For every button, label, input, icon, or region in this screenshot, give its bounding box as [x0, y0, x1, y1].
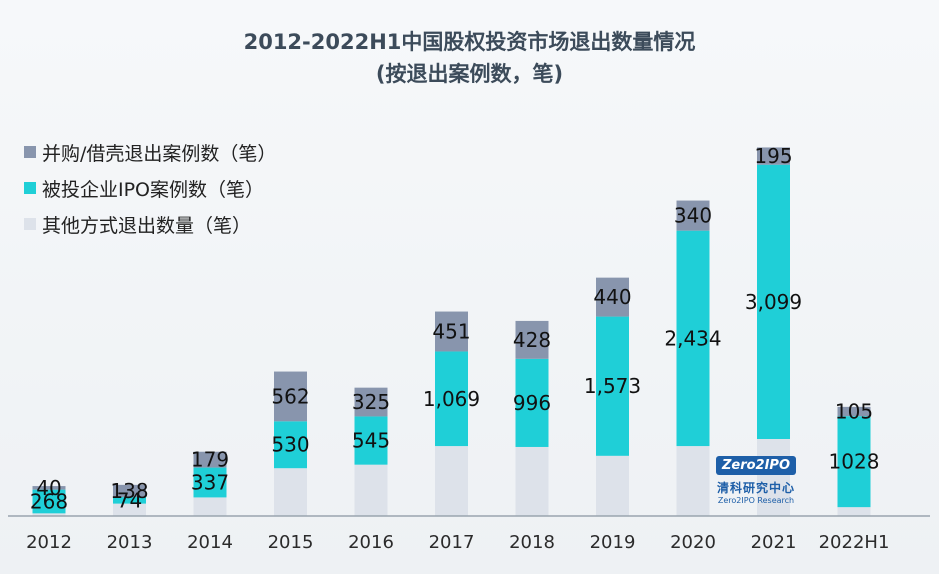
bars-group [32, 147, 871, 516]
legend-item-other: 其他方式退出数量（笔） [24, 206, 276, 242]
legend-label-ipo: 被投企业IPO案例数（笔） [42, 178, 265, 201]
value-label-ipo-2021: 3,099 [745, 290, 802, 314]
bar-ma-2014 [193, 451, 227, 468]
bar-ipo-2013 [113, 497, 146, 504]
bar-other-2021 [757, 438, 790, 516]
logo-cn-text: 清科研究中心 [716, 481, 795, 495]
bar-ma-2015 [274, 371, 307, 422]
value-label-ipo-2016: 545 [352, 429, 390, 453]
x-tick-2013: 2013 [107, 532, 153, 553]
bar-other-2019 [596, 455, 629, 516]
value-label-ma-2017: 451 [432, 319, 470, 343]
x-tick-2014: 2014 [187, 532, 233, 553]
x-tick-2020: 2020 [670, 532, 716, 553]
bar-other-2022H1 [837, 507, 871, 516]
value-label-ipo-2015: 530 [271, 433, 309, 457]
bar-ma-2020 [676, 200, 710, 231]
x-tick-2017: 2017 [429, 532, 475, 553]
legend-swatch-ma [24, 146, 36, 158]
legend-swatch-ipo [24, 182, 36, 194]
value-label-ma-2019: 440 [593, 285, 631, 309]
value-label-ma-2020: 340 [674, 204, 712, 228]
value-label-ma-2012: 40 [36, 476, 61, 500]
value-label-ipo-2012: 268 [30, 489, 68, 513]
x-tick-2018: 2018 [509, 532, 555, 553]
bar-ipo-2012 [32, 489, 66, 514]
bar-ipo-2019 [596, 316, 629, 456]
x-tick-2012: 2012 [26, 532, 72, 553]
bar-ipo-2020 [676, 230, 710, 447]
legend-label-other: 其他方式退出数量（笔） [42, 214, 252, 237]
x-tick-2015: 2015 [268, 532, 314, 553]
logo-en-text: Zero2IPO Research [717, 496, 795, 505]
value-label-ipo-2022H1: 1028 [829, 450, 880, 474]
value-label-ipo-2017: 1,069 [423, 387, 480, 411]
bar-other-2017 [435, 446, 468, 516]
bar-ipo-2021 [757, 164, 790, 439]
value-label-ma-2021: 195 [754, 144, 792, 168]
legend-label-ma: 并购/借壳退出案例数（笔） [42, 142, 277, 165]
value-label-ma-2022H1: 105 [835, 400, 873, 424]
value-label-ma-2018: 428 [513, 328, 551, 352]
legend: 并购/借壳退出案例数（笔） 被投企业IPO案例数（笔） 其他方式退出数量（笔） [24, 134, 276, 242]
value-label-ma-2016: 325 [352, 390, 390, 414]
value-label-ma-2015: 562 [271, 384, 309, 408]
legend-item-ipo: 被投企业IPO案例数（笔） [24, 170, 276, 206]
logo-brand: Zero2IPO [715, 456, 797, 475]
bar-ma-2019 [596, 277, 629, 317]
bar-ma-2016 [354, 387, 388, 417]
value-label-ipo-2014: 337 [191, 470, 229, 494]
bar-ma-2012 [32, 486, 66, 490]
bar-ma-2013 [113, 484, 146, 498]
x-tick-2016: 2016 [348, 532, 394, 553]
bar-ma-2018 [515, 320, 549, 359]
value-label-ipo-2013: 74 [117, 488, 142, 512]
zero2ipo-logo: Zero2IPO 清科研究中心 Zero2IPO Research [706, 454, 806, 505]
legend-swatch-other [24, 218, 36, 230]
value-label-ipo-2018: 996 [513, 391, 551, 415]
bar-ipo-2014 [193, 467, 227, 498]
x-tick-labels-group: 2012 2013 2014 2015 2016 2017 2018 2019 2020 2021… [26, 532, 889, 553]
legend-item-ma: 并购/借壳退出案例数（笔） [24, 134, 276, 170]
bar-ma-2017 [435, 311, 468, 352]
bar-other-2018 [515, 446, 549, 516]
x-tick-2021: 2021 [751, 532, 797, 553]
chart-subtitle: (按退出案例数，笔) [375, 62, 564, 86]
bar-ma-2022H1 [837, 406, 871, 417]
bar-other-2014 [193, 497, 227, 516]
bar-ipo-2018 [515, 358, 549, 447]
bar-other-2013 [113, 503, 146, 516]
x-tick-2019: 2019 [590, 532, 636, 553]
bar-other-2020 [676, 446, 710, 516]
bar-ipo-2015 [274, 421, 307, 469]
bar-other-2012 [32, 513, 66, 516]
bar-ipo-2016 [354, 416, 388, 465]
bar-ipo-2017 [435, 351, 468, 447]
bar-ipo-2022H1 [837, 416, 871, 508]
x-tick-2022H1: 2022H1 [819, 532, 890, 553]
bar-other-2015 [274, 468, 307, 516]
value-label-ma-2013: 138 [110, 479, 148, 503]
chart-title: 2012-2022H1中国股权投资市场退出数量情况 [243, 30, 696, 54]
value-label-ma-2014: 179 [191, 448, 229, 472]
bar-other-2016 [354, 464, 388, 516]
value-label-ipo-2020: 2,434 [664, 326, 721, 350]
value-label-ipo-2019: 1,573 [584, 374, 641, 398]
bar-ma-2021 [757, 147, 790, 165]
